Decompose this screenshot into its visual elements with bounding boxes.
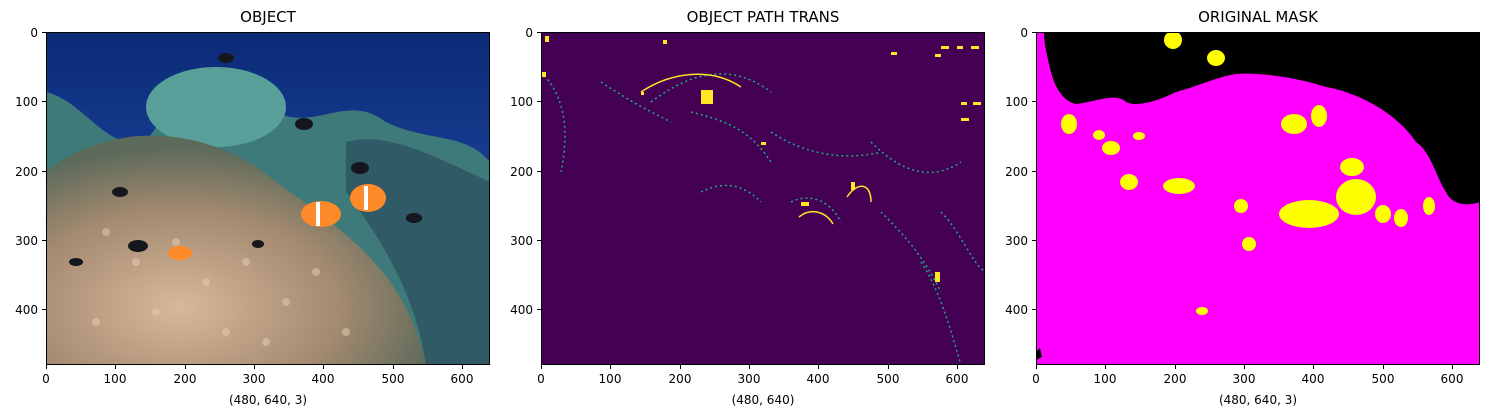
y-tick-label: 300 xyxy=(510,234,533,248)
x-axis-label: (480, 640, 3) xyxy=(1218,393,1298,407)
panel-title: ORIGINAL MASK xyxy=(1198,8,1318,26)
x-tick-label: 100 xyxy=(1093,372,1117,386)
x-tick-label: 200 xyxy=(1163,372,1187,386)
edge-map-image xyxy=(541,32,985,365)
x-axis-label: (480, 640) xyxy=(731,393,795,407)
x-axis-label: (480, 640, 3) xyxy=(228,393,308,407)
x-tick-label: 500 xyxy=(381,372,405,386)
y-tick-label: 100 xyxy=(15,95,38,109)
y-tick-label: 200 xyxy=(510,165,533,179)
mask-image xyxy=(1036,32,1480,365)
x-tick-label: 200 xyxy=(668,372,692,386)
x-tick-label: 300 xyxy=(242,372,266,386)
y-tick-label: 400 xyxy=(15,303,38,317)
x-tick-label: 100 xyxy=(598,372,622,386)
panel-object: OBJECT xyxy=(0,0,490,418)
y-tick-label: 400 xyxy=(510,303,533,317)
y-tick-label: 0 xyxy=(30,26,38,40)
x-tick-label: 600 xyxy=(1440,372,1464,386)
y-tick-label: 300 xyxy=(1005,234,1028,248)
x-tick-label: 300 xyxy=(1232,372,1256,386)
panel-title: OBJECT xyxy=(240,8,296,26)
y-tick-label: 400 xyxy=(1005,303,1028,317)
x-tick-label: 600 xyxy=(450,372,474,386)
y-tick-label: 200 xyxy=(1005,165,1028,179)
x-tick-label: 0 xyxy=(1032,372,1040,386)
object-image xyxy=(46,32,490,365)
panel-original-mask: ORIGINAL MASK xyxy=(990,0,1480,418)
x-tick-label: 100 xyxy=(103,372,127,386)
x-tick-label: 400 xyxy=(806,372,830,386)
x-tick-label: 0 xyxy=(537,372,545,386)
x-tick-label: 500 xyxy=(876,372,900,386)
x-tick-label: 200 xyxy=(173,372,197,386)
y-tick-label: 300 xyxy=(15,234,38,248)
y-tick-label: 100 xyxy=(510,95,533,109)
y-tick-label: 200 xyxy=(15,165,38,179)
panel-title: OBJECT PATH TRANS xyxy=(686,8,840,26)
x-tick-label: 400 xyxy=(1301,372,1325,386)
x-tick-label: 300 xyxy=(737,372,761,386)
y-tick-label: 100 xyxy=(1005,95,1028,109)
x-tick-label: 500 xyxy=(1371,372,1395,386)
x-tick-label: 400 xyxy=(311,372,335,386)
panel-object-path-trans: OBJECT PATH TRANS xyxy=(495,0,985,418)
y-tick-label: 0 xyxy=(1020,26,1028,40)
x-tick-label: 600 xyxy=(945,372,969,386)
y-tick-label: 0 xyxy=(525,26,533,40)
x-tick-label: 0 xyxy=(42,372,50,386)
